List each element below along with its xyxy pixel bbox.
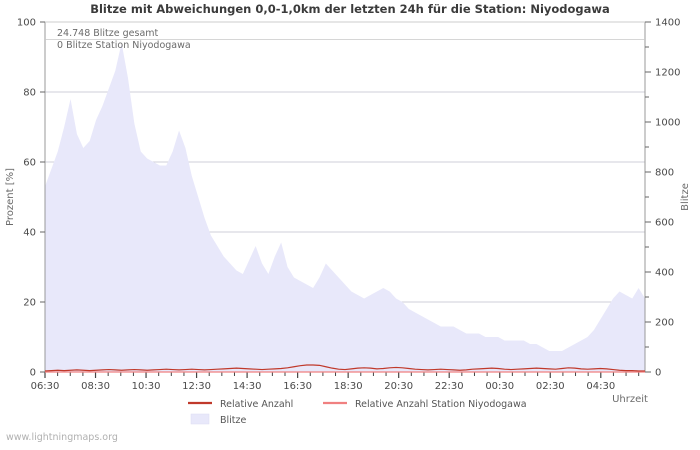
y2-tick-label: 200: [655, 318, 674, 329]
x-tick-label: 08:30: [81, 381, 110, 392]
x-tick-label: 12:30: [182, 381, 211, 392]
svg-text:0 Blitze Station Niyodogawa: 0 Blitze Station Niyodogawa: [57, 40, 191, 51]
y-tick-label: 80: [23, 88, 36, 99]
y2-axis-ticks: [645, 21, 651, 373]
x-tick-label: 22:30: [435, 381, 464, 392]
y2-tick-label: 600: [655, 218, 674, 229]
x-tick-label: 20:30: [384, 381, 413, 392]
legend-label-blitze: Blitze: [220, 415, 247, 426]
x-tick-label: 04:30: [586, 381, 615, 392]
y-tick-label: 40: [23, 228, 36, 239]
annotation-box: 24.748 Blitze gesamt 0 Blitze Station Ni…: [45, 28, 645, 51]
y2-tick-label: 1400: [655, 18, 680, 29]
y-tick-label: 0: [30, 368, 36, 379]
footer-source: www.lightningmaps.org: [6, 432, 118, 443]
page-title: Blitze mit Abweichungen 0,0-1,0km der le…: [90, 2, 610, 16]
y2-tick-label: 1000: [655, 118, 680, 129]
x-tick-label: 00:30: [485, 381, 514, 392]
x-axis-title: Uhrzeit: [612, 394, 648, 405]
x-tick-label: 18:30: [334, 381, 363, 392]
y-tick-label: 20: [23, 298, 36, 309]
y2-tick-label: 400: [655, 268, 674, 279]
line-series-relative-anzahl: [44, 364, 645, 372]
tick-labels: 020406080100020040060080010001200140006:…: [17, 18, 681, 393]
y2-tick-label: 1200: [655, 68, 680, 79]
y-tick-label: 100: [17, 18, 36, 29]
x-tick-label: 02:30: [536, 381, 565, 392]
area-series-blitze: [45, 43, 645, 372]
x-axis-ticks: [44, 372, 640, 378]
svg-text:24.748 Blitze gesamt: 24.748 Blitze gesamt: [57, 28, 159, 39]
chart-legend: Relative Anzahl Relative Anzahl Station …: [188, 399, 527, 426]
y-axis-ticks: [40, 21, 45, 373]
x-tick-label: 16:30: [283, 381, 312, 392]
x-tick-label: 14:30: [233, 381, 262, 392]
x-tick-label: 10:30: [132, 381, 161, 392]
legend-label-relative-anzahl: Relative Anzahl: [220, 399, 293, 410]
legend-marker-blitze: [190, 413, 210, 425]
x-tick-label: 06:30: [31, 381, 60, 392]
y2-tick-label: 0: [655, 368, 661, 379]
y2-axis-title: Blitze: [680, 183, 691, 211]
y-tick-label: 60: [23, 158, 36, 169]
y2-tick-label: 800: [655, 168, 674, 179]
y-axis-title: Prozent [%]: [5, 168, 16, 226]
legend-label-relative-anzahl-station: Relative Anzahl Station Niyodogawa: [355, 399, 527, 410]
